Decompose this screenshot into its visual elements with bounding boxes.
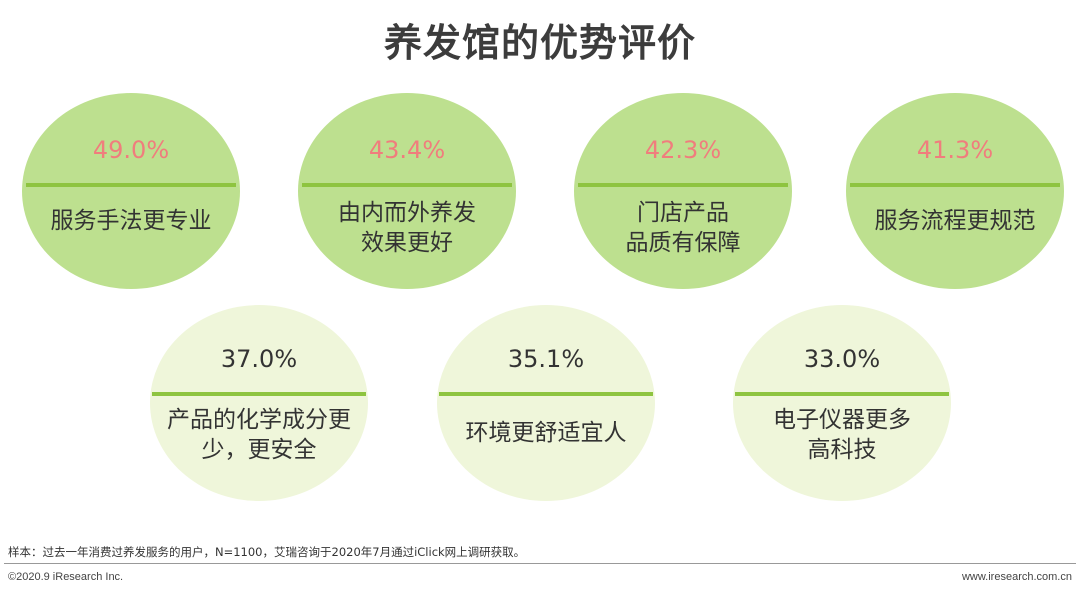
advantage-label-line: 品质有保障 <box>625 230 741 256</box>
divider-line <box>26 183 236 187</box>
advantage-label-line: 环境更舒适宜人 <box>465 420 627 446</box>
advantage-label-line: 电子仪器更多 <box>773 407 911 433</box>
percentage-label: 41.3% <box>916 136 994 164</box>
footer-divider <box>4 563 1076 564</box>
advantage-bubble: 41.3% 服务流程更规范 <box>846 93 1064 289</box>
divider-line <box>439 392 653 396</box>
page-title: 养发馆的优势评价 <box>383 21 696 65</box>
website-text: www.iresearch.com.cn <box>961 571 1072 583</box>
advantage-label: 电子仪器更多 高科技 <box>733 405 951 465</box>
advantage-label-line: 少，更安全 <box>201 437 317 463</box>
advantage-label: 服务手法更专业 <box>22 206 240 236</box>
divider-line <box>735 392 949 396</box>
advantage-label: 服务流程更规范 <box>846 206 1064 236</box>
advantage-bubble: 35.1% 环境更舒适宜人 <box>437 305 655 501</box>
advantage-label-line: 效果更好 <box>361 230 453 256</box>
advantage-label: 环境更舒适宜人 <box>437 418 655 448</box>
percentage-label: 42.3% <box>644 136 722 164</box>
sample-note: 样本：过去一年消费过养发服务的用户，N=1100，艾瑞咨询于2020年7月通过i… <box>8 545 526 559</box>
copyright-text: ©2020.9 iResearch Inc. <box>8 571 124 583</box>
percentage-label: 35.1% <box>507 345 585 373</box>
advantage-bubble: 49.0% 服务手法更专业 <box>22 93 240 289</box>
advantage-bubble: 43.4% 由内而外养发 效果更好 <box>298 93 516 289</box>
advantage-label-line: 服务手法更专业 <box>50 208 212 234</box>
divider-line <box>578 183 788 187</box>
advantage-label-line: 高科技 <box>807 437 877 463</box>
advantage-label-line: 产品的化学成分更 <box>167 407 351 433</box>
advantage-label: 产品的化学成分更 少，更安全 <box>150 405 368 465</box>
advantage-label-line: 服务流程更规范 <box>874 208 1036 234</box>
percentage-label: 49.0% <box>92 136 170 164</box>
percentage-label: 43.4% <box>368 136 446 164</box>
advantage-bubble: 42.3% 门店产品品质有保障 <box>574 93 792 289</box>
percentage-label: 37.0% <box>220 345 298 373</box>
advantage-bubble: 33.0% 电子仪器更多 高科技 <box>733 305 951 501</box>
advantage-bubble: 37.0% 产品的化学成分更 少，更安全 <box>150 305 368 501</box>
advantage-label: 由内而外养发 效果更好 <box>298 198 516 258</box>
advantage-label: 门店产品 品质有保障 <box>574 198 792 258</box>
percentage-label: 33.0% <box>803 345 881 373</box>
divider-line <box>850 183 1060 187</box>
advantage-label-line: 门店产品 <box>637 200 729 226</box>
divider-line <box>302 183 512 187</box>
advantage-label-line: 由内而外养发 <box>338 200 476 226</box>
divider-line <box>152 392 366 396</box>
